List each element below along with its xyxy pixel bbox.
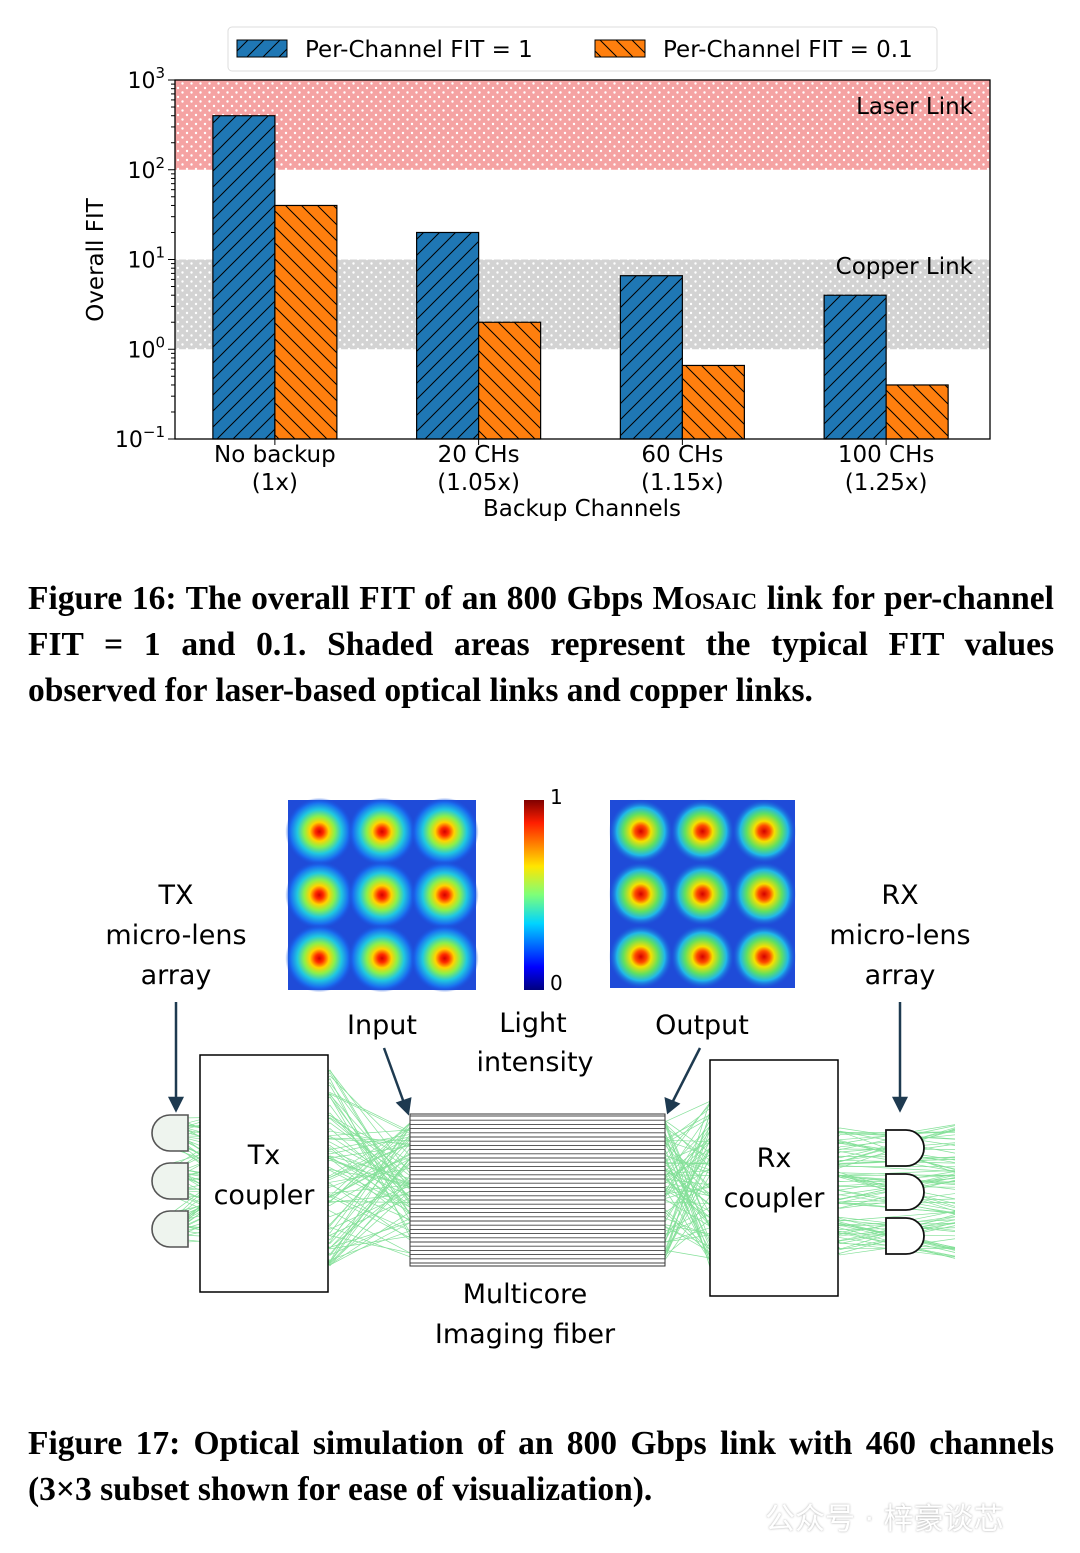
y-tick-label: 101 [127, 244, 165, 274]
bar-2-4 [885, 384, 949, 440]
rx-micro-lens-label: RX micro-lens array [829, 880, 970, 991]
legend-swatch-series-1 [236, 39, 288, 58]
figure-16-caption: Figure 16: The overall FIT of an 800 Gbp… [28, 580, 1054, 709]
svg-text:Tx: Tx [247, 1140, 280, 1171]
svg-text:Multicore: Multicore [463, 1279, 587, 1310]
y-tick-label: 10−1 [115, 423, 165, 453]
optical-simulation-diagram: 1 0 TX micro-lens array RX micro-lens ar… [105, 785, 970, 1350]
input-label: Input [347, 1010, 417, 1041]
rx-coupler-label: Rx coupler [724, 1143, 826, 1214]
intensity-spot [608, 799, 673, 864]
svg-text:coupler: coupler [214, 1180, 316, 1211]
bar-group [212, 115, 949, 440]
x-tick-label: 20 CHs [438, 442, 520, 468]
intensity-spot [285, 924, 354, 993]
intensity-spot [732, 862, 797, 926]
bar-1-1 [212, 115, 276, 440]
intensity-spot [732, 799, 797, 864]
x-tick-label: No backup [214, 442, 336, 468]
intensity-spot [410, 924, 479, 993]
x-tick-label: (1.25x) [845, 470, 928, 496]
x-tick-label: 60 CHs [641, 442, 723, 468]
tx-micro-lens-label: TX micro-lens array [105, 880, 246, 991]
multicore-fiber-label: Multicore Imaging fiber [435, 1279, 616, 1350]
x-tick-label: (1x) [252, 470, 298, 496]
legend-label-series-2: Per-Channel FIT = 0.1 [663, 37, 913, 63]
bar-1-2 [416, 231, 480, 440]
tx-coupler-box [199, 1054, 329, 1293]
intensity-spot [732, 924, 797, 989]
figure-17-caption: Figure 17: Optical simulation of an 800 … [28, 1425, 1054, 1508]
intensity-spot [670, 862, 735, 926]
intensity-spot [410, 797, 479, 866]
fit-bar-chart: Per-Channel FIT = 1 Per-Channel FIT = 0.… [83, 26, 991, 522]
light-intensity-label: Light intensity [476, 1008, 593, 1078]
intensity-spot [608, 924, 673, 989]
svg-text:Imaging fiber: Imaging fiber [435, 1319, 616, 1350]
svg-text:intensity: intensity [476, 1047, 593, 1078]
y-axis-label: Overall FIT [83, 197, 109, 322]
laser-link-band [175, 80, 990, 170]
y-tick-label: 102 [127, 154, 165, 184]
intensity-spot [285, 797, 354, 866]
rx-coupler-box [709, 1059, 839, 1297]
svg-text:Light: Light [499, 1008, 566, 1039]
output-label: Output [655, 1010, 749, 1041]
intensity-spot [285, 861, 354, 929]
intensity-spot [670, 799, 735, 864]
colorbar-max-label: 1 [550, 785, 563, 809]
tx-micro-lens-array [151, 1114, 189, 1248]
intensity-spot [670, 924, 735, 989]
bar-2-2 [478, 321, 542, 440]
watermark: 公众号 · 梓豪谈芯 [765, 1502, 1004, 1537]
copper-link-label: Copper Link [836, 254, 974, 280]
svg-text:micro-lens: micro-lens [829, 920, 970, 951]
x-tick-label: 100 CHs [838, 442, 935, 468]
svg-text:array: array [141, 960, 212, 991]
chart-legend: Per-Channel FIT = 1 Per-Channel FIT = 0.… [227, 26, 938, 72]
tx-coupler-label: Tx coupler [214, 1140, 316, 1211]
svg-text:coupler: coupler [724, 1183, 826, 1214]
colorbar-min-label: 0 [550, 971, 563, 995]
intensity-spot [608, 862, 673, 926]
x-tick-label: (1.05x) [437, 470, 520, 496]
x-tick-label: (1.15x) [641, 470, 724, 496]
output-intensity-map [608, 799, 797, 989]
y-tick-label: 100 [127, 333, 165, 363]
arrows [167, 1002, 909, 1116]
multicore-fiber [409, 1113, 666, 1267]
intensity-spot [410, 861, 479, 929]
intensity-spot [348, 797, 416, 866]
svg-text:array: array [865, 960, 936, 991]
x-axis-label: Backup Channels [483, 496, 681, 522]
bar-1-3 [619, 275, 683, 440]
laser-link-label: Laser Link [856, 94, 974, 120]
legend-swatch-series-2 [594, 39, 646, 58]
rx-micro-lens-array [885, 1129, 925, 1255]
svg-text:RX: RX [881, 880, 918, 911]
svg-text:Rx: Rx [757, 1143, 792, 1174]
bar-1-4 [823, 294, 887, 440]
legend-label-series-1: Per-Channel FIT = 1 [305, 37, 533, 63]
y-tick-label: 103 [127, 64, 165, 94]
input-intensity-map [285, 797, 479, 993]
intensity-spot [348, 924, 416, 993]
intensity-spot [348, 861, 416, 929]
intensity-colorbar: 1 0 [524, 785, 563, 995]
fiber-body [409, 1113, 666, 1267]
y-axis: 10−1 100 101 102 103 [115, 64, 175, 453]
svg-text:micro-lens: micro-lens [105, 920, 246, 951]
bar-2-3 [681, 364, 745, 440]
svg-text:TX: TX [158, 880, 194, 911]
x-axis: No backup(1x) 20 CHs(1.05x) 60 CHs(1.15x) 1… [214, 439, 934, 496]
bar-2-1 [274, 204, 338, 440]
